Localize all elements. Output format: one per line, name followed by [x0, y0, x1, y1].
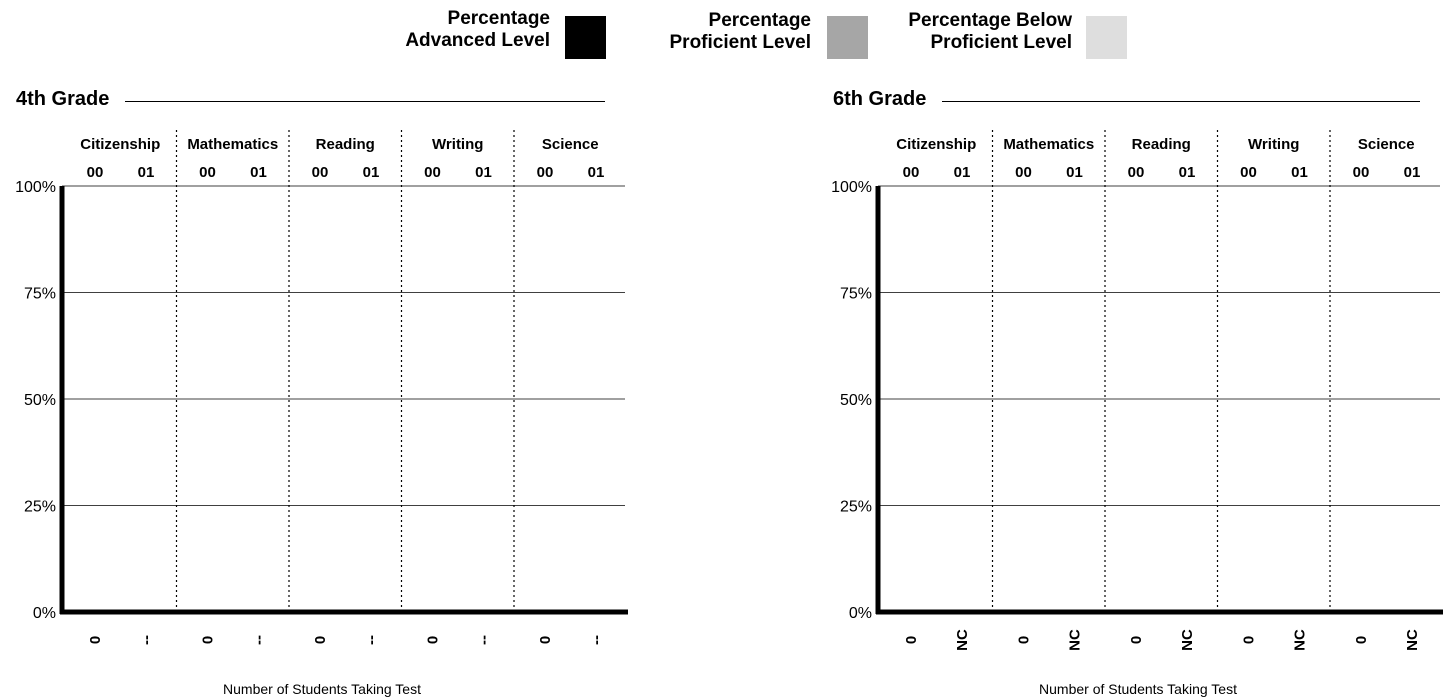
student-count-label: 0 — [1353, 636, 1370, 644]
student-count-label: 0 — [87, 636, 104, 644]
legend-label-advanced: Percentage Advanced Level — [405, 8, 550, 52]
subject-label: Citizenship — [80, 136, 160, 153]
subject-label: Science — [1358, 136, 1415, 153]
subject-label: Reading — [1132, 136, 1191, 153]
year-label: 01 — [475, 164, 492, 181]
year-label: 00 — [903, 164, 920, 181]
subject-label: Science — [542, 136, 599, 153]
x-axis-title: Number of Students Taking Test — [1039, 681, 1237, 697]
student-count-label: NC — [1067, 629, 1084, 651]
year-label: 00 — [1015, 164, 1032, 181]
chart-title-4th-grade: 4th Grade — [16, 88, 110, 110]
year-label: 01 — [1291, 164, 1308, 181]
student-count-label: 0 — [1016, 636, 1033, 644]
student-count-label: 0 — [903, 636, 920, 644]
student-count-label: 0 — [1241, 636, 1258, 644]
student-count-label: NC — [1404, 629, 1421, 651]
chart-title-6th-grade: 6th Grade — [833, 88, 927, 110]
legend-proficient-line2: Proficient Level — [669, 32, 812, 53]
year-label: 01 — [363, 164, 380, 181]
student-count-label: 0 — [425, 636, 442, 644]
student-count-label: -- — [476, 635, 493, 645]
student-count-label: 0 — [537, 636, 554, 644]
year-label: 01 — [1179, 164, 1196, 181]
year-label: 01 — [1066, 164, 1083, 181]
year-label: 00 — [1240, 164, 1257, 181]
subject-label: Writing — [1248, 136, 1299, 153]
y-tick-label: 75% — [840, 286, 872, 303]
subject-label: Writing — [432, 136, 483, 153]
year-label: 01 — [1404, 164, 1421, 181]
subject-label: Citizenship — [896, 136, 976, 153]
year-label: 01 — [250, 164, 267, 181]
year-label: 01 — [138, 164, 155, 181]
legend-swatch-proficient — [827, 16, 868, 59]
y-tick-label: 100% — [15, 179, 56, 196]
year-label: 00 — [312, 164, 329, 181]
y-tick-label: 0% — [849, 605, 872, 622]
student-count-label: NC — [1292, 629, 1309, 651]
y-tick-label: 50% — [24, 392, 56, 409]
student-count-label: -- — [251, 635, 268, 645]
student-count-label: -- — [138, 635, 155, 645]
legend-swatch-below — [1086, 16, 1127, 59]
legend-advanced-line2: Advanced Level — [405, 30, 550, 51]
year-label: 01 — [588, 164, 605, 181]
legend-label-below: Percentage Below Proficient Level — [908, 10, 1072, 54]
y-tick-label: 25% — [24, 499, 56, 516]
student-count-label: 0 — [312, 636, 329, 644]
subject-label: Mathematics — [1003, 136, 1094, 153]
year-label: 00 — [537, 164, 554, 181]
student-count-label: 0 — [200, 636, 217, 644]
y-tick-label: 100% — [831, 179, 872, 196]
student-count-label: -- — [363, 635, 380, 645]
title-rule-4th-grade — [125, 101, 605, 102]
y-tick-label: 0% — [33, 605, 56, 622]
year-label: 00 — [87, 164, 104, 181]
y-tick-label: 25% — [840, 499, 872, 516]
legend-label-proficient: Percentage Proficient Level — [670, 10, 812, 54]
legend-below-line1: Percentage Below — [908, 10, 1072, 31]
legend-advanced-line1: Percentage — [447, 8, 550, 29]
legend-proficient-line1: Percentage — [708, 10, 811, 31]
y-tick-label: 50% — [840, 392, 872, 409]
student-count-label: -- — [588, 635, 605, 645]
subject-label: Reading — [316, 136, 375, 153]
student-count-label: NC — [954, 629, 971, 651]
title-rule-6th-grade — [942, 101, 1420, 102]
legend-below-line2: Proficient Level — [930, 32, 1073, 53]
x-axis-title: Number of Students Taking Test — [223, 681, 421, 697]
year-label: 01 — [954, 164, 971, 181]
subject-label: Mathematics — [187, 136, 278, 153]
student-count-label: 0 — [1128, 636, 1145, 644]
student-count-label: NC — [1179, 629, 1196, 651]
year-label: 00 — [199, 164, 216, 181]
legend-swatch-advanced — [565, 16, 606, 59]
y-tick-label: 75% — [24, 286, 56, 303]
year-label: 00 — [424, 164, 441, 181]
year-label: 00 — [1353, 164, 1370, 181]
year-label: 00 — [1128, 164, 1145, 181]
